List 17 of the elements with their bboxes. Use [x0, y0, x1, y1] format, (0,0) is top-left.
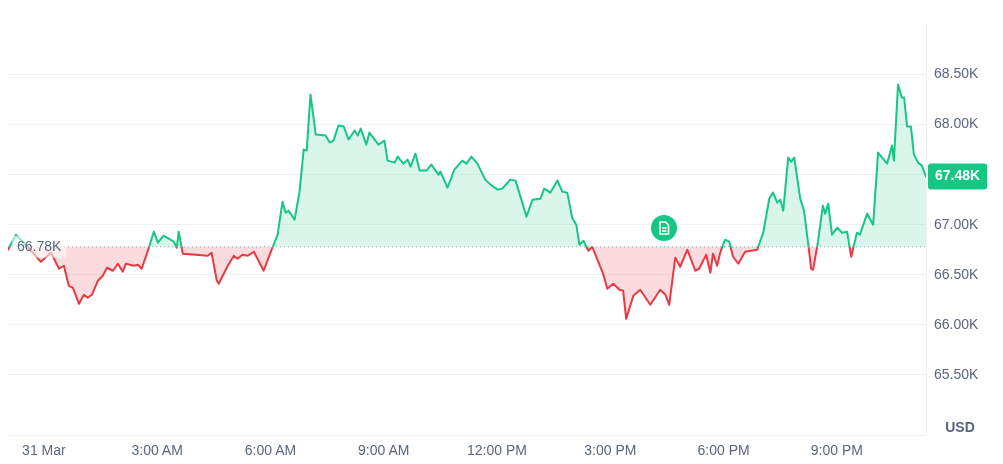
x-tick-label: 3:00 AM [131, 442, 183, 459]
y-tick-label: 65.50K [934, 365, 980, 382]
ref-line-label: 66.78K [17, 237, 63, 254]
x-tick-label: 6:00 AM [244, 442, 297, 459]
x-tick-label: 12:00 PM [467, 442, 527, 459]
y-tick-label: 67.00K [934, 215, 980, 232]
y-tick-label: 68.00K [934, 115, 980, 132]
x-tick-label: 3:00 PM [584, 442, 637, 459]
y-tick-label: 68.50K [934, 65, 980, 82]
x-tick-label: 31 Mar [22, 442, 66, 459]
x-tick-label: 6:00 PM [697, 442, 750, 459]
x-tick-label: 9:00 PM [810, 442, 863, 459]
y-tick-label: 66.00K [934, 315, 980, 332]
y-tick-label: 66.50K [934, 265, 980, 282]
annotation: 67.48K [935, 167, 981, 184]
y-axis-title: USD [945, 418, 975, 435]
x-tick-label: 9:00 AM [358, 442, 410, 459]
